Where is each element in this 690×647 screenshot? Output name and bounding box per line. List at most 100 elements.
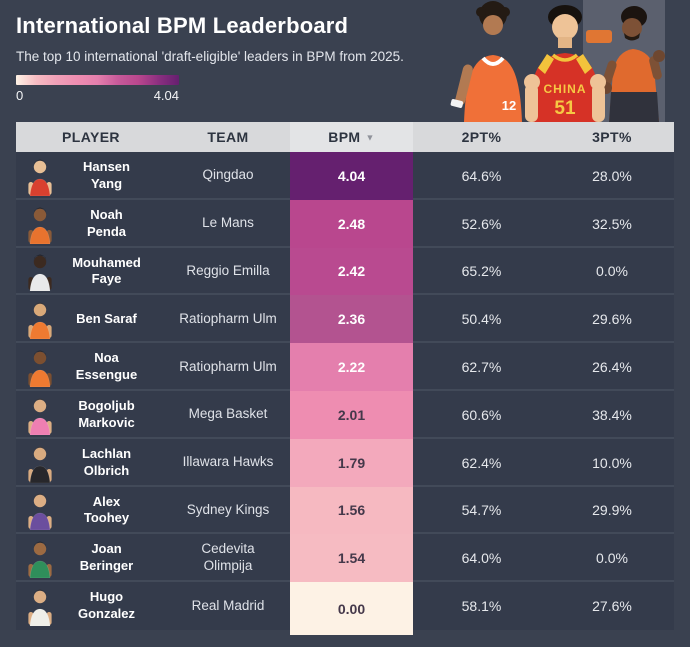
player-cell: Joan Beringer	[16, 534, 166, 582]
player-name: Hansen Yang	[83, 159, 130, 191]
bpm-cell: 1.79	[290, 438, 413, 487]
team-name: Cedevita Olimpija	[201, 541, 255, 574]
collage-graphic: 12 CHINA 51	[450, 0, 665, 122]
team-name: Ratiopharm Ulm	[179, 310, 277, 326]
three-pt-value: 32.5%	[592, 215, 632, 232]
three-pt-value: 28.0%	[592, 167, 632, 184]
player-photo-collage: 12 CHINA 51	[435, 0, 690, 122]
bpm-cell: 1.56	[290, 486, 413, 535]
player-name: Mouhamed Faye	[72, 254, 141, 287]
two-pt-value: 52.6%	[461, 215, 502, 232]
player-avatar-graphic	[28, 589, 52, 627]
team-name: Illawara Hawks	[182, 454, 274, 470]
scale-min-label: 0	[16, 88, 24, 103]
two-pt-value: 62.7%	[461, 359, 502, 376]
player-cell: Noah Penda	[16, 200, 166, 248]
player-cell: Bogoljub Markovic	[16, 391, 166, 439]
header: International BPM Leaderboard The top 10…	[16, 13, 404, 103]
team-name: Mega Basket	[188, 406, 268, 422]
bpm-cell: 2.01	[290, 390, 413, 439]
player-avatar	[25, 347, 55, 388]
sort-descending-icon: ▼	[365, 132, 375, 143]
left-player-figure: 12	[450, 1, 522, 122]
player-name: Joan Beringer	[79, 541, 134, 574]
bpm-cell: 1.54	[290, 534, 413, 583]
player-cell: Alex Toohey	[16, 487, 166, 535]
player-cell: Lachlan Olbrich	[16, 439, 166, 487]
player-avatar-graphic	[28, 398, 52, 435]
bpm-cell: 4.04	[290, 152, 413, 200]
player-avatar-graphic	[28, 446, 52, 483]
two-pt-value: 54.7%	[461, 502, 502, 519]
player-avatar-graphic	[28, 542, 52, 579]
bpm-color-scale	[16, 75, 179, 85]
three-pt-value: 38.4%	[592, 406, 632, 423]
team-name: Ratiopharm Ulm	[179, 358, 277, 374]
two-pt-value: 60.6%	[461, 406, 502, 423]
player-cell: Hansen Yang	[16, 152, 166, 200]
player-avatar-graphic	[28, 350, 52, 388]
page-title: International BPM Leaderboard	[16, 13, 349, 38]
bpm-cell: 2.42	[290, 247, 413, 296]
player-avatar	[25, 204, 55, 244]
two-pt-value: 64.6%	[461, 167, 502, 184]
china-jersey-number: 51	[554, 98, 576, 119]
two-pt-value: 58.1%	[461, 598, 502, 615]
three-pt-value: 29.9%	[592, 502, 632, 519]
player-avatar	[25, 586, 55, 627]
player-cell: Mouhamed Faye	[16, 248, 166, 296]
column-header-3pt[interactable]: 3PT%	[592, 129, 632, 145]
three-pt-value: 0.0%	[596, 550, 628, 567]
player-name: Hugo Gonzalez	[77, 589, 136, 622]
player-avatar	[25, 251, 55, 292]
two-pt-value: 50.4%	[461, 311, 502, 328]
two-pt-value: 62.4%	[461, 454, 502, 471]
bpm-cell: 2.48	[290, 199, 413, 248]
two-pt-value: 65.2%	[461, 263, 502, 280]
player-avatar-graphic	[28, 255, 52, 292]
bpm-cell: 2.22	[290, 343, 413, 391]
column-header-bpm[interactable]: BPM ▼	[290, 122, 413, 152]
column-header-team[interactable]: TEAM	[207, 129, 249, 145]
bpm-strip: 4.04 2.48 2.42 2.36 2.22 2.01 1.79 1.56 …	[290, 152, 413, 636]
player-avatar	[25, 538, 55, 579]
player-cell: Hugo Gonzalez	[16, 582, 166, 630]
player-avatar-graphic	[28, 303, 52, 340]
player-avatar-graphic	[28, 494, 52, 531]
player-avatar	[25, 490, 55, 531]
team-name: Reggio Emilla	[186, 263, 270, 279]
scale-max-label: 4.04	[153, 88, 179, 103]
page-subtitle: The top 10 international 'draft-eligible…	[16, 49, 404, 64]
player-avatar-graphic	[28, 159, 52, 196]
background-orange-object	[586, 30, 612, 43]
player-name: Bogoljub Markovic	[78, 397, 135, 430]
player-name: Noa Essengue	[75, 350, 138, 383]
team-name: Qingdao	[202, 167, 254, 183]
three-pt-value: 27.6%	[592, 598, 632, 615]
player-name: Lachlan Olbrich	[81, 445, 132, 478]
player-avatar	[25, 156, 55, 196]
player-avatar	[25, 299, 55, 340]
player-name: Ben Saraf	[76, 310, 137, 326]
three-pt-value: 26.4%	[592, 359, 632, 376]
bpm-cell: 2.36	[290, 295, 413, 344]
column-header-player[interactable]: PLAYER	[62, 129, 120, 145]
player-avatar	[25, 395, 55, 435]
leaderboard-table: PLAYER TEAM BPM ▼ 2PT% 3PT% 4.04 2.48 2.…	[16, 122, 674, 636]
player-avatar	[25, 443, 55, 483]
player-cell: Noa Essengue	[16, 343, 166, 391]
table-body: 4.04 2.48 2.42 2.36 2.22 2.01 1.79 1.56 …	[16, 152, 674, 636]
table-header-row: PLAYER TEAM BPM ▼ 2PT% 3PT%	[16, 122, 674, 152]
china-jersey-text: CHINA	[544, 82, 587, 96]
player-name: Alex Toohey	[83, 493, 130, 526]
bpm-color-scale-labels: 0 4.04	[16, 88, 179, 103]
column-header-2pt[interactable]: 2PT%	[461, 129, 502, 145]
team-name: Sydney Kings	[186, 502, 270, 518]
three-pt-value: 29.6%	[592, 311, 632, 328]
player-avatar-graphic	[28, 207, 52, 244]
bpm-cell: 0.00	[290, 582, 413, 636]
three-pt-value: 10.0%	[592, 454, 632, 471]
china-player-figure: CHINA 51	[524, 5, 606, 122]
left-player-jersey-number: 12	[502, 98, 516, 113]
player-name: Noah Penda	[86, 206, 126, 239]
